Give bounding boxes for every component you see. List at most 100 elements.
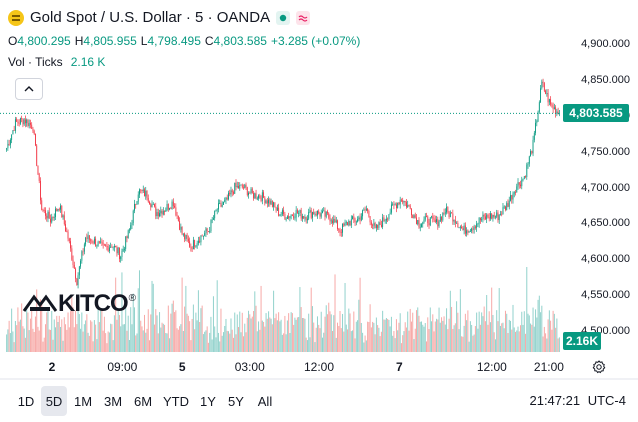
candle-body	[30, 122, 31, 125]
candle-body	[101, 241, 103, 244]
volume-bar	[106, 343, 108, 352]
candle-body	[96, 245, 98, 247]
candle-body	[202, 235, 204, 237]
collapse-legend-button[interactable]	[15, 78, 43, 100]
volume-bar	[81, 312, 83, 352]
candle-body	[41, 200, 43, 210]
candle-body	[212, 218, 214, 220]
candle-body	[483, 214, 485, 217]
volume-bar	[414, 328, 416, 352]
range-button-ytd[interactable]: YTD	[163, 393, 189, 409]
candle-body	[378, 222, 380, 228]
candle-body	[508, 200, 510, 207]
market-open-icon[interactable]	[276, 10, 291, 25]
candle-body	[225, 197, 227, 200]
candle-body	[245, 184, 247, 188]
volume-label[interactable]: Vol · Ticks	[8, 55, 63, 69]
gear-icon[interactable]	[591, 359, 607, 375]
volume-bar	[344, 282, 346, 352]
volume-bar	[299, 287, 301, 352]
range-button-1y[interactable]: 1Y	[200, 393, 216, 409]
range-button-3m[interactable]: 3M	[103, 393, 123, 409]
volume-bar	[509, 320, 511, 352]
volume-bar	[209, 332, 211, 352]
candle-body	[85, 237, 87, 245]
volume-bar	[149, 340, 151, 352]
candle-body	[108, 247, 110, 252]
clock[interactable]: 21:47:21 UTC-4	[529, 393, 626, 408]
volume-bar	[405, 327, 407, 352]
range-button-6m[interactable]: 6M	[133, 393, 153, 409]
volume-bar	[140, 320, 142, 352]
volume-bar	[503, 328, 505, 352]
candle-body	[421, 224, 422, 227]
candle-body	[457, 222, 459, 228]
volume-bar	[231, 329, 233, 352]
candle-body	[441, 216, 442, 221]
range-button-5d[interactable]: 5D	[41, 386, 67, 416]
volume-bar	[469, 321, 471, 352]
candle-body	[192, 239, 194, 250]
candle-body	[503, 206, 505, 208]
volume-bar	[197, 290, 199, 352]
candle-body	[24, 119, 26, 124]
volume-bar	[164, 324, 166, 352]
volume-legend-row: Vol · Ticks 2.16 K	[8, 55, 105, 69]
candle-body	[512, 193, 514, 200]
volume-bar	[365, 340, 367, 352]
candle-body	[137, 194, 139, 202]
volume-bar	[229, 333, 231, 352]
candle-body	[200, 235, 202, 243]
volume-bar	[433, 331, 435, 352]
data-feed-icon[interactable]	[296, 10, 311, 25]
volume-bar	[545, 333, 547, 352]
candle-body	[177, 215, 179, 222]
candle-body	[220, 203, 222, 207]
chart-title[interactable]: Gold Spot / U.S. Dollar · 5 · OANDA	[30, 9, 271, 26]
volume-bar	[192, 304, 194, 352]
candle-body	[355, 221, 357, 223]
range-button-1m[interactable]: 1M	[73, 393, 93, 409]
volume-bar	[377, 325, 379, 352]
candle-body	[176, 214, 178, 216]
volume-bar	[42, 341, 44, 352]
volume-bar	[538, 295, 540, 352]
candle-body	[186, 234, 188, 239]
volume-bar	[37, 326, 39, 352]
candle-body	[463, 225, 465, 231]
candle-body	[448, 211, 450, 218]
range-button-5y[interactable]: 5Y	[228, 393, 244, 409]
volume-bar	[169, 338, 171, 352]
candle-body	[525, 176, 526, 178]
volume-bar	[443, 316, 445, 352]
candle-body	[365, 208, 367, 211]
candle-body	[354, 219, 356, 222]
candle-body	[416, 217, 417, 225]
volume-bar	[527, 313, 529, 352]
volume-bar	[17, 307, 19, 352]
candle-body	[47, 211, 49, 219]
volume-bar	[115, 277, 117, 352]
volume-bar	[461, 336, 463, 352]
kitco-logo-mark-icon	[22, 294, 58, 312]
candle-body	[364, 209, 366, 211]
volume-bar	[459, 289, 461, 352]
candle-body	[93, 238, 95, 244]
candle-body	[360, 216, 362, 221]
candle-body	[249, 192, 251, 194]
volume-bar	[432, 314, 434, 352]
volume-bar	[464, 313, 466, 352]
volume-bar	[453, 325, 455, 352]
range-button-1d[interactable]: 1D	[17, 393, 35, 409]
candle-body	[28, 122, 30, 126]
volume-bar	[476, 312, 478, 352]
candle-body	[33, 131, 35, 135]
volume-bar	[315, 327, 317, 352]
range-button-all[interactable]: All	[257, 393, 273, 409]
candle-body	[7, 143, 9, 149]
candle-body	[444, 212, 446, 214]
volume-bar	[239, 311, 241, 352]
volume-bar	[160, 327, 162, 352]
time-tick-label: 03:00	[234, 360, 265, 374]
